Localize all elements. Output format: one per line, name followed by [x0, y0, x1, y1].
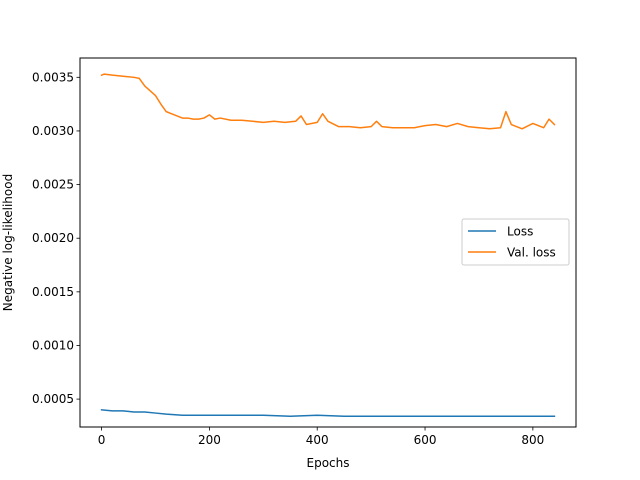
x-tick-label: 200: [198, 433, 221, 447]
x-tick-label: 800: [521, 433, 544, 447]
y-tick-label: 0.0015: [32, 285, 74, 299]
legend-label-val-loss: Val. loss: [507, 246, 556, 260]
y-axis: 0.0005 0.0010 0.0015 0.0020 0.0025 0.0030 0.00…: [32, 70, 80, 406]
series-group: [100, 73, 556, 418]
series-line-loss: [100, 409, 556, 418]
x-axis: 0 200 400 600 800: [98, 427, 544, 447]
y-tick-label: 0.0030: [32, 124, 74, 138]
plot-frame: [79, 57, 577, 428]
y-axis-title: Negative log-likelihood: [1, 174, 15, 311]
legend: Loss Val. loss: [461, 218, 570, 266]
y-tick-label: 0.0020: [32, 231, 74, 245]
series-line-val-loss: [100, 73, 556, 130]
legend-label-loss: Loss: [507, 225, 533, 239]
x-tick-label: 400: [306, 433, 329, 447]
y-tick-label: 0.0025: [32, 178, 74, 192]
y-tick-label: 0.0035: [32, 70, 74, 84]
y-tick-label: 0.0005: [32, 392, 74, 406]
y-tick-label: 0.0010: [32, 338, 74, 352]
x-tick-label: 0: [98, 433, 106, 447]
x-tick-label: 600: [414, 433, 437, 447]
x-axis-title: Epochs: [307, 456, 350, 470]
